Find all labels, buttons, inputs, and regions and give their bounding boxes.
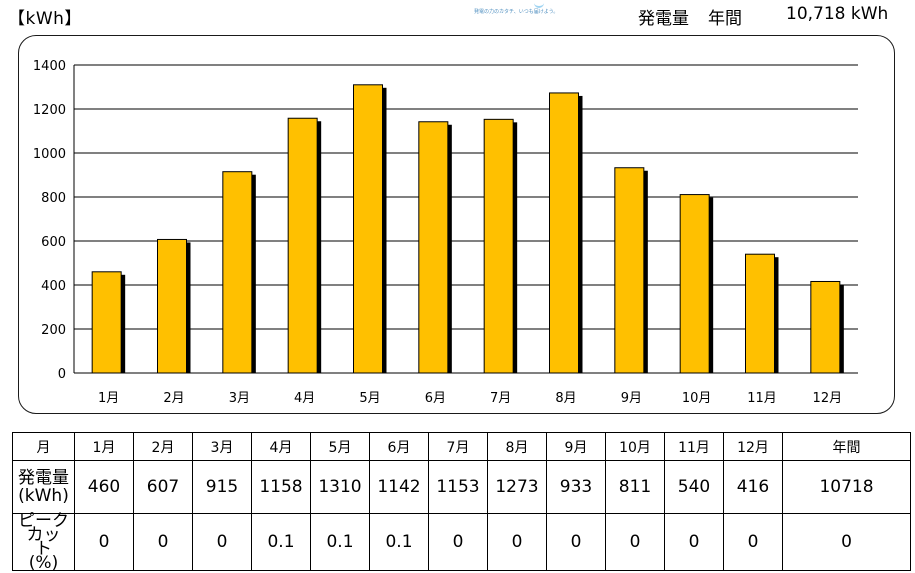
bar <box>91 271 122 374</box>
y-tick-label: 400 <box>41 279 66 294</box>
generation-value-cell: 1273 <box>487 460 547 514</box>
bar-chart: 0 200 400 600 800 1000 1200 1400 1月 2月 3月 4月 5月 6月 7月 8… <box>33 59 858 406</box>
peak-cut-value-cell: 0 <box>546 513 606 571</box>
x-tick-label: 12月 <box>813 391 843 406</box>
month-header-cell: 9月 <box>546 432 606 461</box>
peak-cut-label-unit: (%) <box>28 553 59 573</box>
unit-label: 【kWh】 <box>8 9 82 29</box>
generation-value-cell: 933 <box>546 460 606 514</box>
peak-cut-value-cell: 0.1 <box>310 513 370 571</box>
peak-cut-value-cell: 0 <box>605 513 665 571</box>
bar <box>287 117 318 374</box>
x-tick-label: 9月 <box>621 391 642 406</box>
month-header-cell: 11月 <box>664 432 724 461</box>
generation-row: 発電量 (kWh) 460 607 915 1158 1310 1142 1153 1273 9… <box>12 460 911 514</box>
peak-cut-value-cell: 0.1 <box>251 513 311 571</box>
annual-period-label: 年間 <box>708 9 742 29</box>
peak-cut-label-text-2: ト <box>35 539 52 559</box>
y-tick-label: 600 <box>41 235 66 250</box>
bar <box>679 194 710 374</box>
peak-cut-value-cell: 0 <box>664 513 724 571</box>
month-header-cell: 3月 <box>192 432 252 461</box>
peak-cut-row-label: ピークカッ ト (%) <box>12 511 75 573</box>
x-tick-label: 6月 <box>425 391 446 406</box>
generation-value-cell: 416 <box>723 460 783 514</box>
month-header-cell: 5月 <box>310 432 370 461</box>
generation-label-unit: (kWh) <box>18 486 69 506</box>
month-header-label: 月 <box>12 432 75 461</box>
month-header-cell: 10月 <box>605 432 665 461</box>
bar <box>157 238 187 374</box>
month-header-cell: 2月 <box>133 432 193 461</box>
generation-value-cell: 1310 <box>310 460 370 514</box>
generation-value-cell: 460 <box>74 460 134 514</box>
bar <box>222 171 253 374</box>
month-header-cell: 1月 <box>74 432 134 461</box>
x-tick-label: 1月 <box>98 391 119 406</box>
month-header-cell: 6月 <box>369 432 429 461</box>
x-tick-label: 3月 <box>229 391 250 406</box>
bar <box>418 121 449 374</box>
peak-cut-value-cell: 0 <box>74 513 134 571</box>
bar <box>353 84 383 374</box>
logo-tagline: 発電の力のカタチ、いつも届けよう。 <box>474 9 559 15</box>
peak-cut-value-cell: 0 <box>428 513 488 571</box>
x-tick-label: 5月 <box>359 391 380 406</box>
y-tick-label: 1200 <box>33 103 66 118</box>
bar <box>745 253 775 374</box>
generation-value-cell: 1153 <box>428 460 488 514</box>
month-header-cell: 12月 <box>723 432 783 461</box>
generation-value-cell: 1142 <box>369 460 429 514</box>
total-header-cell: 年間 <box>782 432 911 461</box>
bar <box>614 167 645 374</box>
generation-value-cell: 915 <box>192 460 252 514</box>
monthly-data-table: 月 1月 2月 3月 4月 5月 6月 7月 8月 9月 10月 11月 12月 年間 発電量 (kWh… <box>12 432 911 573</box>
peak-cut-total-cell: 0 <box>782 513 911 571</box>
y-tick-label: 200 <box>41 323 66 338</box>
x-tick-label: 11月 <box>747 391 777 406</box>
generation-value-cell: 1158 <box>251 460 311 514</box>
x-tick-label: 4月 <box>294 391 315 406</box>
annual-generation-value: 10,718 kWh <box>786 4 889 24</box>
generation-value-cell: 540 <box>664 460 724 514</box>
peak-cut-row: ピークカッ ト (%) 0 0 0 0.1 0.1 0.1 0 0 0 0 0 0 0 <box>12 511 911 573</box>
bar <box>483 118 514 374</box>
y-tick-label: 1000 <box>33 147 66 162</box>
bar <box>810 280 841 374</box>
table-header-row: 月 1月 2月 3月 4月 5月 6月 7月 8月 9月 10月 11月 12月 年間 <box>12 432 911 461</box>
bar <box>549 92 579 374</box>
y-tick-label: 1400 <box>33 59 66 74</box>
peak-cut-value-cell: 0.1 <box>369 513 429 571</box>
y-tick-label: 800 <box>41 191 66 206</box>
generation-row-label: 発電量 (kWh) <box>12 460 75 514</box>
month-header-cell: 8月 <box>487 432 547 461</box>
peak-cut-value-cell: 0 <box>723 513 783 571</box>
generation-value-cell: 811 <box>605 460 665 514</box>
peak-cut-value-cell: 0 <box>487 513 547 571</box>
peak-cut-label-text: ピークカッ <box>18 511 69 545</box>
y-tick-label: 0 <box>58 367 66 382</box>
x-tick-label: 7月 <box>490 391 511 406</box>
month-header-cell: 7月 <box>428 432 488 461</box>
x-tick-label: 2月 <box>163 391 184 406</box>
logo-icon <box>534 0 544 8</box>
x-tick-label: 8月 <box>555 391 576 406</box>
month-header-cell: 4月 <box>251 432 311 461</box>
annual-generation-label: 発電量 <box>638 9 689 29</box>
x-tick-label: 10月 <box>682 391 712 406</box>
generation-total-cell: 10718 <box>782 460 911 514</box>
generation-label-text: 発電量 <box>18 468 69 488</box>
generation-value-cell: 607 <box>133 460 193 514</box>
peak-cut-value-cell: 0 <box>192 513 252 571</box>
peak-cut-value-cell: 0 <box>133 513 193 571</box>
